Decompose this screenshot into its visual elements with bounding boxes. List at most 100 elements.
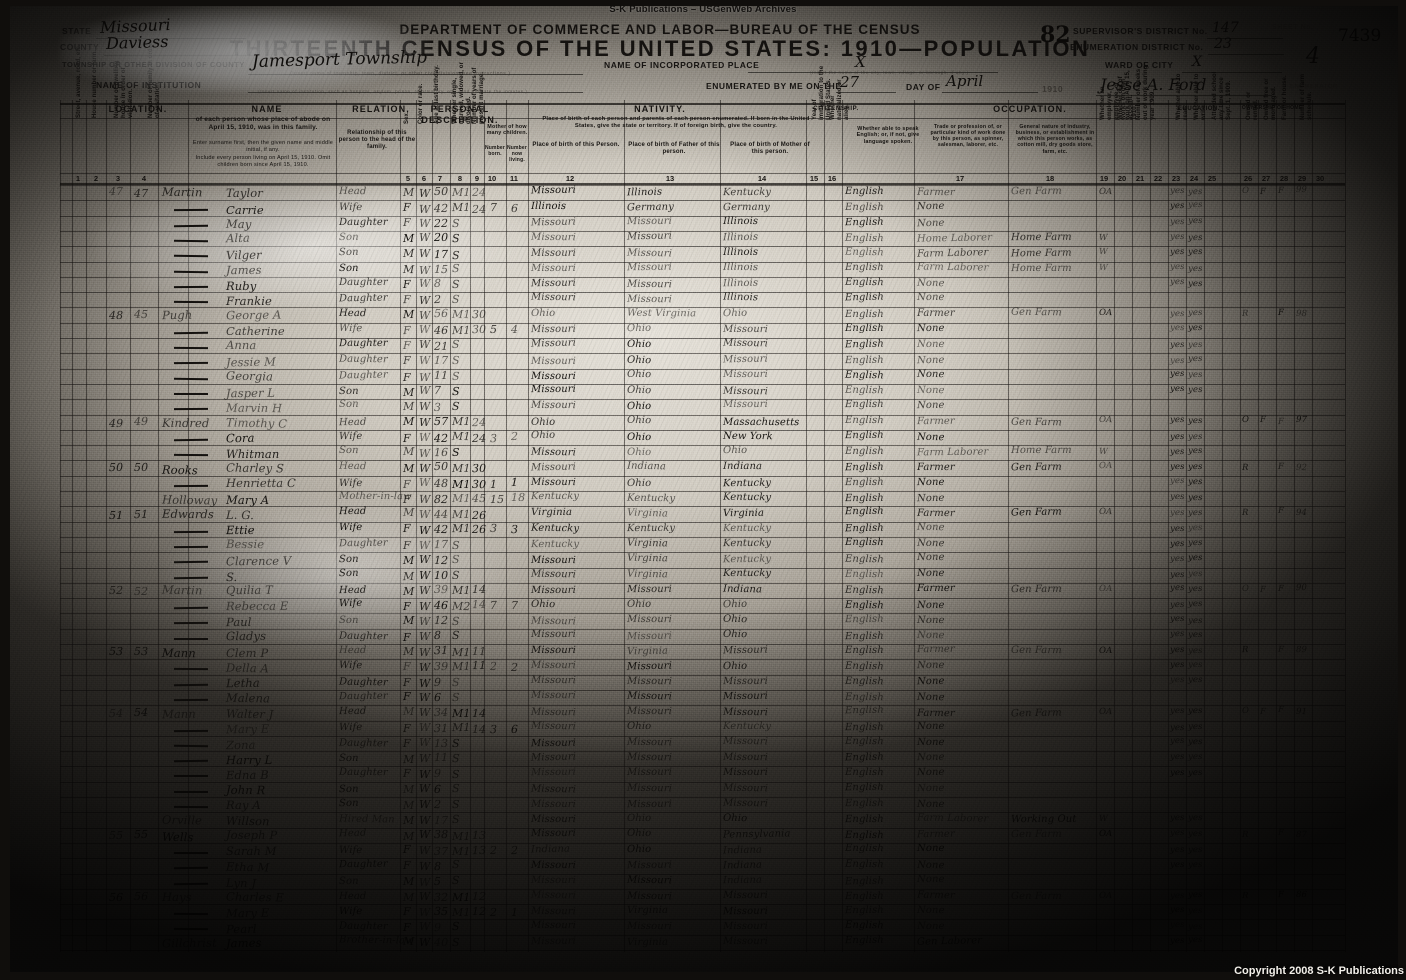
ditto-mark <box>173 698 209 701</box>
cell-race: W <box>418 906 431 920</box>
cell-relation: Head <box>338 185 367 198</box>
cell-empl: OA <box>1098 186 1113 197</box>
column-number-14: 14 <box>757 174 767 183</box>
cell-bp-mother: Massachusetts <box>722 416 800 429</box>
cell-race: W <box>418 782 431 796</box>
cell-bp-self: Indiana <box>530 843 571 856</box>
cell-race: W <box>418 370 431 384</box>
cell-given: Etha M <box>225 859 270 875</box>
cell-age: 39 <box>433 582 449 597</box>
cell-surname: Mann <box>161 645 196 661</box>
cell-sex: M <box>402 414 415 429</box>
cell-race: W <box>418 446 431 460</box>
enumerated-label: ENUMERATED BY ME ON THE <box>706 81 842 91</box>
cell-race: W <box>418 614 431 628</box>
cell-relation: Head <box>338 645 367 657</box>
cell-marital: S <box>451 781 460 796</box>
cell-marital: M1 <box>451 720 471 734</box>
cell-schedule: 99 <box>1295 185 1308 196</box>
cell-write: yes <box>1187 462 1203 473</box>
cell-read: yes <box>1169 569 1185 580</box>
cell-occupation: Farmer <box>916 644 955 656</box>
cell-english: English <box>844 185 884 198</box>
cell-farm: F <box>1277 584 1285 595</box>
group-name: NAME <box>251 104 283 114</box>
cell-empl: OA <box>1098 890 1113 901</box>
cell-given: S. <box>225 569 238 584</box>
cell-age: 12 <box>433 614 449 628</box>
cell-bp-mother: Missouri <box>722 690 769 702</box>
cell-born: 7 <box>489 201 498 215</box>
cell-dwelling: 54 <box>108 706 124 720</box>
cell-english: English <box>844 446 884 458</box>
cell-write: yes <box>1187 369 1203 380</box>
cell-marital: M1 <box>451 584 471 598</box>
cell-age: 8 <box>433 629 442 643</box>
cell-english: English <box>844 384 884 397</box>
column-number-21: 21 <box>1135 174 1145 183</box>
cell-bp-father: Missouri <box>626 705 673 718</box>
cell-empl: OA <box>1098 584 1113 595</box>
cell-given: Catherine <box>226 324 285 339</box>
cell-write: yes <box>1187 200 1203 211</box>
cell-age: 17 <box>433 538 449 552</box>
ditto-mark <box>173 331 209 334</box>
cell-bp-father: Missouri <box>626 874 673 887</box>
cell-bp-mother: Missouri <box>722 782 769 794</box>
cell-bp-father: Missouri <box>626 614 672 626</box>
cell-occupation: None <box>916 599 945 611</box>
cell-english: English <box>844 414 884 427</box>
cell-occupation: Farm Laborer <box>916 247 989 260</box>
cell-living: 1 <box>510 906 519 920</box>
cell-read: yes <box>1169 232 1185 243</box>
cell-bp-self: Missouri <box>530 477 576 489</box>
cell-bp-father: Missouri <box>626 660 673 673</box>
cell-living: 7 <box>510 599 519 613</box>
cell-bp-self: Missouri <box>530 706 577 719</box>
cell-sex: M <box>402 935 415 949</box>
cell-marital: S <box>451 615 460 629</box>
cell-bp-self: Missouri <box>530 751 577 764</box>
column-number-17: 17 <box>955 174 965 183</box>
cell-bp-mother: Virginia <box>722 507 765 519</box>
cell-occupation: None <box>916 752 945 764</box>
cell-marital: M1 <box>451 201 471 215</box>
ed-rule <box>1208 54 1284 55</box>
cell-sex: M <box>402 186 415 200</box>
cell-schedule: 90 <box>1295 583 1308 594</box>
cell-bp-mother: Kentucky <box>722 538 772 550</box>
cell-given: Charley S <box>225 460 285 476</box>
cell-surname: Martin <box>161 184 203 200</box>
column-number-24: 24 <box>1189 174 1199 183</box>
ditto-mark <box>173 805 209 808</box>
cell-surname: Mann <box>161 706 196 722</box>
cell-race: W <box>418 246 431 260</box>
cell-english: English <box>844 814 884 826</box>
cell-age: 7 <box>433 383 442 398</box>
cell-write: yes <box>1187 246 1203 257</box>
cell-bp-self: Missouri <box>530 291 577 304</box>
cell-race: W <box>418 323 431 337</box>
cell-write: yes <box>1187 921 1203 932</box>
cell-farm: F <box>1277 506 1285 517</box>
cell-english: English <box>844 506 884 518</box>
cell-occupation: None <box>916 660 945 672</box>
cell-sex: M <box>402 506 415 520</box>
cell-dwelling: 53 <box>108 644 124 658</box>
ditto-mark <box>173 346 209 349</box>
cell-given: Frankie <box>225 294 272 309</box>
cap-children-born: Number born. <box>484 145 506 157</box>
cell-age: 50 <box>433 185 449 199</box>
cell-relation: Son <box>338 568 359 580</box>
column-number-12: 12 <box>565 174 575 183</box>
cell-read: yes <box>1169 247 1185 258</box>
cell-marital: S <box>451 399 460 414</box>
cell-read: yes <box>1169 507 1185 519</box>
grid-column-rule-19 <box>824 100 825 952</box>
cap-occupation-trade: Trade or profession of, or particular ki… <box>930 124 1006 149</box>
cell-relation: Daughter <box>338 676 388 689</box>
cell-bp-father: Missouri <box>626 630 673 643</box>
cell-bp-mother: Kentucky <box>722 522 772 534</box>
cell-race: W <box>418 430 431 444</box>
cell-age: 2 <box>433 293 442 307</box>
